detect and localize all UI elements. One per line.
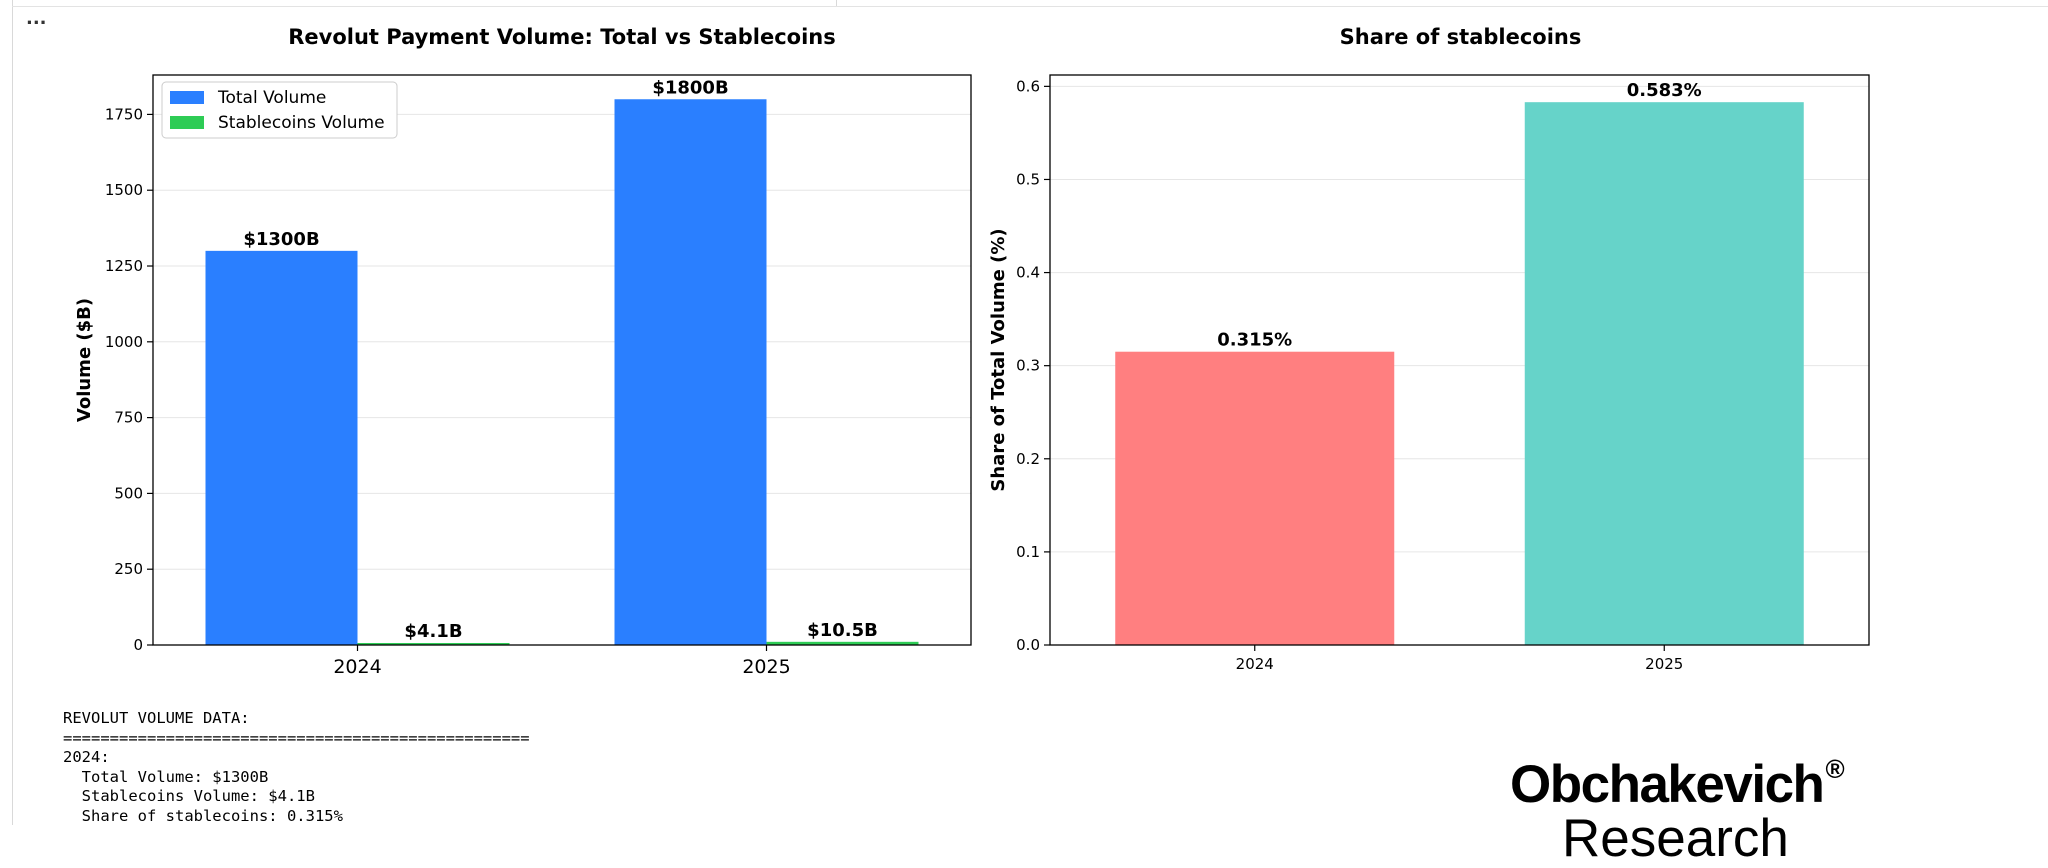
console-output: REVOLUT VOLUME DATA: ===================… <box>63 709 530 826</box>
brand-registered-mark: ® <box>1825 754 1845 784</box>
y-tick-label: 250 <box>114 560 143 578</box>
bar <box>205 250 358 645</box>
data-label: $1800B <box>652 77 728 98</box>
console-line: Share of stablecoins: 0.315% <box>63 806 343 825</box>
brand-logo: Obchakevich® <box>1510 756 1845 811</box>
cell-frame-divider <box>836 0 837 6</box>
legend-swatch <box>170 116 204 129</box>
y-axis-label: Share of Total Volume (%) <box>988 228 1009 491</box>
y-axis-label: Volume ($B) <box>74 298 95 422</box>
y-tick-label: 0.2 <box>1016 450 1040 468</box>
y-tick-label: 1750 <box>105 105 143 123</box>
cell-frame-left <box>0 0 13 825</box>
y-tick-label: 0.1 <box>1016 543 1040 561</box>
x-tick-label: 2025 <box>1645 655 1683 673</box>
y-tick-label: 1250 <box>105 257 143 275</box>
legend-label: Total Volume <box>217 88 326 108</box>
y-tick-label: 750 <box>114 409 143 427</box>
console-line: 2024: <box>63 748 110 766</box>
y-tick-label: 0.5 <box>1016 170 1040 188</box>
console-line: REVOLUT VOLUME DATA: <box>63 709 250 727</box>
brand-name: Obchakevich <box>1510 755 1825 814</box>
bar <box>1524 102 1804 645</box>
brand-subtitle: Research <box>1562 809 1789 868</box>
bar <box>357 643 510 645</box>
y-tick-label: 0.0 <box>1016 636 1040 654</box>
bar <box>766 641 919 645</box>
x-tick-label: 2024 <box>333 656 381 678</box>
data-label: $1300B <box>243 229 319 250</box>
x-tick-label: 2025 <box>742 656 790 678</box>
legend-label: Stablecoins Volume <box>218 113 385 133</box>
data-label: 0.583% <box>1627 80 1702 101</box>
y-tick-label: 1000 <box>105 333 143 351</box>
y-tick-label: 500 <box>114 484 143 502</box>
plot-frame <box>1049 74 1870 646</box>
bar <box>614 99 767 646</box>
x-tick-label: 2024 <box>1236 655 1274 673</box>
chart-figure: 0 250 500 750 1000 1250 1500 1750 $1300B $4.1B 202… <box>74 25 1870 678</box>
chart-title: Share of stablecoins <box>1340 25 1582 49</box>
chart-title: Revolut Payment Volume: Total vs Stablec… <box>288 25 836 49</box>
y-tick-label: 0.6 <box>1016 77 1040 95</box>
y-tick-label: 0 <box>133 636 143 654</box>
legend-box <box>161 81 398 139</box>
data-label: $4.1B <box>404 621 462 642</box>
y-tick-label: 0.4 <box>1016 264 1040 282</box>
data-label: 0.315% <box>1217 330 1292 351</box>
cell-frame-top <box>12 0 2048 7</box>
bar <box>1115 351 1395 645</box>
y-tick-label: 0.3 <box>1016 357 1040 375</box>
console-line: Total Volume: $1300B <box>63 767 269 786</box>
legend-swatch <box>170 91 204 104</box>
y-tick-label: 1500 <box>105 181 143 199</box>
console-line: Stablecoins Volume: $4.1B <box>63 787 315 805</box>
console-line: ========================================… <box>63 728 530 747</box>
plot-frame <box>152 74 972 646</box>
cell-menu-button[interactable]: ... <box>26 8 47 29</box>
data-label: $10.5B <box>807 620 878 641</box>
